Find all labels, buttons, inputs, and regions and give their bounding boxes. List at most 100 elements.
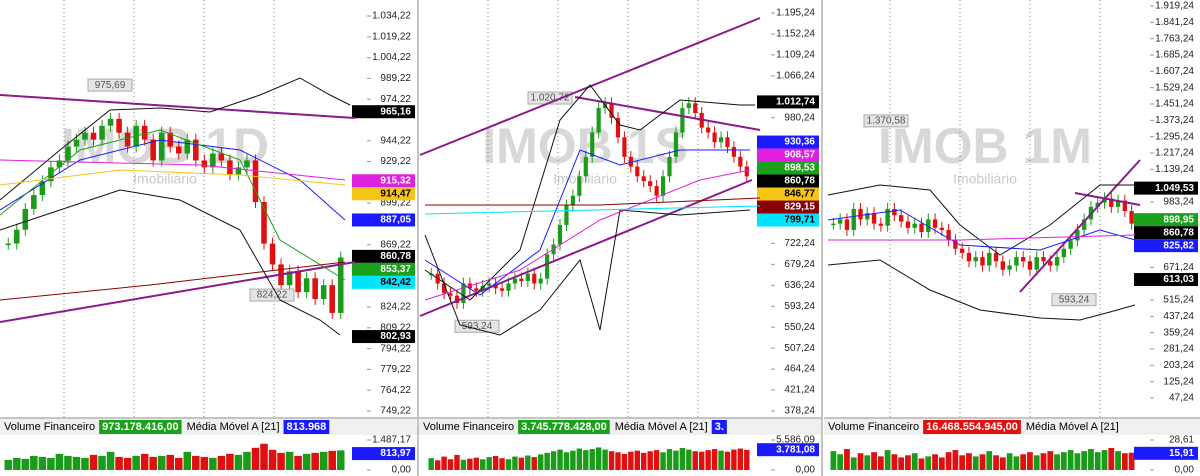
y-tick-label: 1.004,22 bbox=[372, 52, 411, 63]
candle bbox=[577, 176, 582, 196]
candle bbox=[905, 221, 911, 228]
candle bbox=[953, 240, 958, 249]
candle bbox=[725, 137, 730, 148]
volume-bar bbox=[830, 451, 837, 470]
candle bbox=[295, 271, 301, 293]
volume-bar bbox=[744, 449, 750, 470]
volume-bar bbox=[537, 454, 544, 470]
volume-bar bbox=[447, 459, 454, 470]
volume-bar bbox=[512, 456, 518, 470]
ma-value-box bbox=[283, 420, 330, 434]
volume-tag bbox=[352, 447, 415, 461]
candle bbox=[499, 288, 505, 291]
volume-bar bbox=[226, 453, 234, 470]
volume-bar bbox=[175, 457, 183, 470]
price-tag-label: 799,71 bbox=[784, 215, 815, 226]
volume-bar bbox=[4, 459, 13, 470]
price-tag-label: 613,03 bbox=[1163, 274, 1194, 285]
price-tag bbox=[757, 174, 819, 188]
y-tick-label: 1.919,24 bbox=[1155, 1, 1194, 12]
candle bbox=[557, 225, 563, 245]
price-tag bbox=[757, 95, 819, 109]
volume-bar bbox=[149, 456, 157, 470]
candle bbox=[210, 153, 216, 168]
candle bbox=[858, 208, 863, 220]
candle bbox=[65, 146, 71, 161]
volume-bar bbox=[679, 447, 686, 470]
volume-bar bbox=[311, 452, 319, 470]
volume-bar bbox=[277, 452, 285, 470]
price-tag bbox=[1134, 273, 1198, 287]
candle bbox=[648, 181, 653, 187]
volume-bar bbox=[563, 452, 570, 470]
price-tag-label: 887,05 bbox=[380, 215, 411, 226]
price-tag bbox=[1134, 181, 1198, 195]
annotation-label: 593,24 bbox=[1059, 294, 1090, 305]
candle bbox=[218, 153, 225, 161]
y-tick-label: 1.195,24 bbox=[776, 8, 815, 19]
volume-bar bbox=[686, 449, 692, 470]
volume-tick-label: 1.487,17 bbox=[372, 435, 411, 446]
candle bbox=[878, 223, 884, 226]
volume-bar bbox=[217, 455, 226, 470]
volume-bar bbox=[251, 447, 260, 470]
volume-bar bbox=[1033, 455, 1040, 470]
candle bbox=[851, 208, 856, 230]
price-tag-label: 1.012,74 bbox=[776, 97, 815, 108]
volume-title: Volume Financeiro bbox=[4, 421, 95, 433]
moving-averages bbox=[0, 129, 1136, 301]
candle bbox=[286, 271, 293, 286]
candle bbox=[22, 208, 29, 230]
candle bbox=[1061, 248, 1067, 258]
chart-panel: IMOB 1SImobiliário1.195,241.152,241.109,… bbox=[419, 0, 821, 476]
y-tick-label: 974,22 bbox=[380, 94, 411, 105]
y-tick-label: 593,24 bbox=[784, 301, 815, 312]
volume-bar bbox=[319, 451, 328, 470]
volume-bar bbox=[1060, 452, 1067, 470]
candle bbox=[693, 103, 698, 113]
candle bbox=[99, 125, 105, 140]
volume-bar bbox=[621, 453, 628, 470]
candle bbox=[201, 160, 208, 168]
y-tick-label: 437,24 bbox=[1163, 311, 1194, 322]
price-tag-label: 842,42 bbox=[380, 277, 411, 288]
candle bbox=[680, 108, 685, 133]
candle bbox=[1081, 219, 1087, 230]
volume-bar bbox=[966, 453, 972, 470]
volume-bar bbox=[302, 453, 311, 470]
watermark: IMOB 1M bbox=[878, 118, 1092, 174]
price-tag-label: 965,16 bbox=[380, 106, 411, 117]
candle bbox=[1102, 198, 1107, 203]
y-tick-label: 929,22 bbox=[380, 156, 411, 167]
candle bbox=[141, 125, 148, 140]
candle bbox=[583, 156, 588, 177]
volume-bar bbox=[698, 451, 705, 470]
candle bbox=[244, 160, 250, 168]
price-tag bbox=[757, 187, 819, 201]
price-tag-label: 860,78 bbox=[380, 251, 411, 262]
watermark-subtitle: Imobiliário bbox=[953, 171, 1017, 187]
volume-bar bbox=[1108, 447, 1115, 470]
candle bbox=[1115, 200, 1121, 207]
volume-bar bbox=[157, 455, 166, 470]
volume-bar bbox=[260, 443, 268, 470]
volume-bar bbox=[480, 459, 486, 470]
volume-bar bbox=[1094, 452, 1101, 470]
annotation-box bbox=[454, 319, 500, 333]
candle bbox=[1034, 257, 1039, 270]
volume-bar bbox=[589, 449, 595, 470]
volume-bar bbox=[1047, 451, 1054, 470]
candle bbox=[615, 117, 621, 138]
price-tag-label: 853,37 bbox=[380, 264, 411, 275]
volume-value-box bbox=[518, 420, 610, 434]
candle bbox=[1054, 257, 1060, 266]
y-tick-label: 989,22 bbox=[380, 73, 411, 84]
volume-title: Volume Financeiro bbox=[423, 421, 514, 433]
candle bbox=[871, 213, 877, 224]
y-tick-label: 359,24 bbox=[1163, 327, 1194, 338]
volume-tag-label: 15,91 bbox=[1169, 448, 1194, 459]
price-tag-label: 860,78 bbox=[1163, 227, 1194, 238]
candle bbox=[706, 127, 711, 133]
price-tag-label: 860,78 bbox=[784, 176, 815, 187]
candle bbox=[1041, 257, 1046, 262]
